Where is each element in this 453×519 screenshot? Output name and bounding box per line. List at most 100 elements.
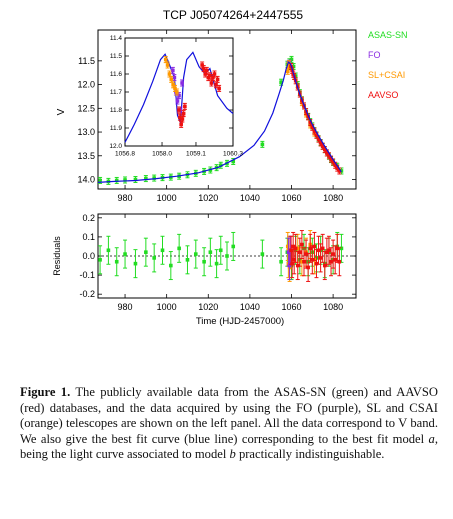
asas-sn-point [123, 252, 127, 256]
legend-aavso: AAVSO [368, 90, 398, 100]
aavso-point [316, 248, 321, 253]
fo-point [171, 68, 175, 73]
asas-sn-point [218, 163, 223, 168]
x-tick-label: 1056.8 [115, 151, 135, 158]
fo-point [180, 81, 184, 85]
asas-sn-point [231, 159, 236, 164]
asas-sn-point [123, 178, 127, 182]
asas-sn-point [114, 259, 119, 264]
aavso-point [214, 83, 218, 87]
aavso-point [298, 250, 302, 254]
asas-sn-point [289, 263, 294, 268]
y-tick-label: -0.1 [79, 270, 95, 280]
aavso-point [304, 252, 308, 256]
aavso-point [290, 261, 294, 266]
aavso-point [335, 166, 340, 170]
x-axis-label: Time (HJD-2457000) [196, 316, 284, 327]
sl-csai-point [300, 259, 304, 264]
fo-point [287, 263, 292, 268]
sl-csai-point [165, 63, 170, 67]
asas-sn-point [208, 250, 213, 254]
aavso-point [337, 169, 342, 173]
aavso-point [178, 115, 182, 119]
caption-text-3: practically indistinguishable. [235, 447, 385, 462]
asas-sn-point [279, 80, 283, 85]
aavso-point [183, 104, 187, 109]
aavso-point [325, 151, 329, 155]
aavso-point [312, 129, 317, 133]
aavso-point [325, 250, 329, 254]
asas-sn-point [177, 246, 181, 251]
asas-sn-point [193, 252, 198, 256]
sl-csai-point [295, 246, 300, 251]
y-tick-label: 11.6 [110, 71, 123, 78]
sl-csai-point [285, 244, 290, 249]
caption-model-a: a [428, 431, 435, 446]
aavso-point [327, 248, 331, 253]
asas-sn-point [289, 57, 294, 62]
x-tick-label: 1040 [240, 193, 260, 203]
aavso-point [329, 259, 333, 264]
asas-sn-point [231, 244, 236, 249]
y-tick-label: 0.1 [82, 232, 95, 242]
sl-csai-point [175, 90, 179, 94]
asas-sn-point [260, 142, 265, 147]
aavso-point [333, 258, 337, 262]
aavso-point [306, 265, 310, 270]
x-tick-label: 1000 [157, 193, 177, 203]
sl-csai-point [285, 69, 290, 74]
legend-sl-csai: SL+CSAI [368, 70, 405, 80]
aavso-point [335, 246, 340, 251]
aavso-point [316, 137, 321, 141]
caption-label: Figure 1. [20, 385, 71, 399]
asas-sn-point [260, 252, 265, 256]
aavso-point [180, 117, 185, 121]
asas-sn-point [218, 248, 223, 253]
figure-title: TCP J05074264+2447555 [163, 8, 304, 22]
aavso-point [211, 75, 215, 80]
y-tick-label: 13.5 [77, 151, 95, 161]
x-tick-label: 1080 [323, 193, 343, 203]
light-curve-figure: TCP J05074264+2447555 ASAS-SN FO SL+CSAI… [52, 8, 408, 327]
x-tick-label: 1058.0 [152, 151, 172, 158]
asas-sn-point [133, 177, 138, 182]
caption-text-1: The publicly available data from the ASA… [20, 385, 438, 446]
aavso-point [337, 259, 342, 264]
top-panel-plot: 980 1000 1020 1040 1060 1080 11.5 12.0 12.5 13.0 1… [77, 30, 356, 203]
aavso-point [318, 141, 323, 145]
y-tick-label: 11.9 [110, 125, 123, 132]
aavso-point [331, 252, 335, 256]
sl-csai-point [169, 77, 174, 82]
aavso-point [293, 246, 298, 251]
asas-sn-point [202, 259, 206, 264]
sl-csai-point [171, 83, 175, 87]
y-tick-label: 11.8 [110, 107, 123, 114]
figure-caption: Figure 1. The publicly available data fr… [20, 385, 438, 463]
x-tick-label: 1060 [281, 302, 301, 312]
x-tick-label: 980 [118, 302, 133, 312]
legend: ASAS-SN FO SL+CSAI AAVSO [368, 30, 408, 100]
asas-sn-point [152, 256, 156, 260]
asas-sn-point [185, 258, 190, 262]
top-ylabel: V [56, 108, 67, 115]
asas-sn-point [291, 64, 296, 69]
y-tick-label: -0.2 [79, 289, 95, 299]
x-tick-label: 1059.1 [186, 151, 206, 158]
asas-sn-point [169, 263, 173, 268]
aavso-point [310, 258, 315, 262]
aavso-point [181, 111, 186, 116]
asas-sn-point [279, 259, 283, 264]
residual-ylabel: Residuals [52, 236, 62, 276]
aavso-point [302, 259, 306, 264]
x-tick-label: 1060.3 [223, 151, 243, 158]
fo-point [172, 75, 177, 80]
residual-plot: 980 1000 1020 1040 1060 1080 0.2 0.1 0.0 -0.1 -0.2 [79, 213, 356, 312]
sl-csai-point [163, 57, 168, 62]
aavso-point [291, 244, 295, 249]
aavso-point [206, 75, 211, 80]
x-tick-label: 1000 [157, 302, 177, 312]
y-tick-label: 12.0 [77, 80, 95, 90]
x-tick-label: 1020 [198, 302, 218, 312]
aavso-point [300, 242, 304, 247]
aavso-point [327, 153, 331, 158]
